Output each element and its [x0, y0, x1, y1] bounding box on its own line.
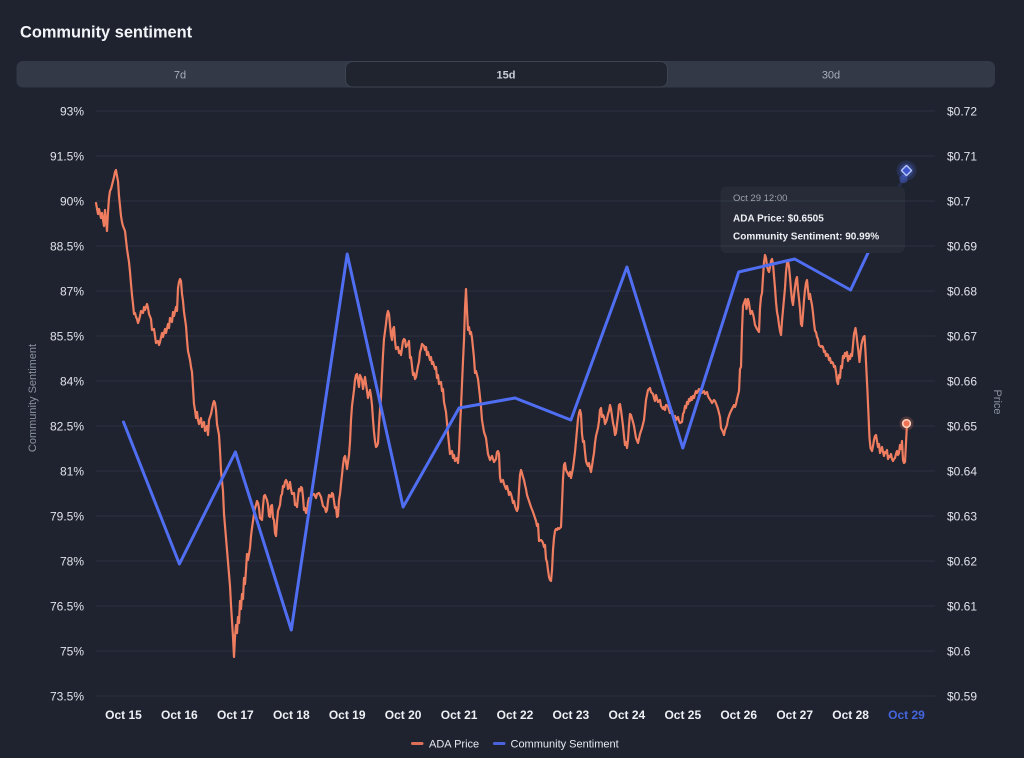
svg-text:82.5%: 82.5%	[50, 420, 84, 434]
svg-text:$0.7: $0.7	[947, 195, 971, 209]
svg-text:Oct 26: Oct 26	[720, 708, 757, 722]
svg-text:78%: 78%	[60, 555, 84, 569]
svg-text:93%: 93%	[60, 105, 84, 119]
svg-text:$0.6: $0.6	[947, 645, 971, 659]
svg-text:$0.61: $0.61	[947, 600, 977, 614]
svg-text:ADA Price: $0.6505: ADA Price: $0.6505	[733, 213, 824, 224]
svg-text:$0.66: $0.66	[947, 375, 977, 389]
svg-text:81%: 81%	[60, 465, 84, 479]
svg-text:Oct 21: Oct 21	[441, 708, 478, 722]
svg-text:15d: 15d	[497, 69, 516, 81]
svg-text:79.5%: 79.5%	[50, 510, 84, 524]
svg-text:Oct 25: Oct 25	[664, 708, 701, 722]
svg-text:ADA Price: ADA Price	[429, 739, 479, 751]
svg-text:$0.72: $0.72	[947, 105, 977, 119]
svg-text:Oct 29 12:00: Oct 29 12:00	[733, 193, 787, 204]
svg-text:85.5%: 85.5%	[50, 330, 84, 344]
svg-text:Price: Price	[991, 389, 1003, 414]
svg-text:Oct 23: Oct 23	[553, 708, 590, 722]
svg-text:7d: 7d	[174, 69, 186, 81]
svg-text:Community sentiment: Community sentiment	[20, 24, 193, 42]
svg-text:Community Sentiment: 90.99%: Community Sentiment: 90.99%	[733, 232, 879, 243]
svg-text:Community Sentiment: Community Sentiment	[511, 739, 619, 751]
svg-text:Oct 20: Oct 20	[385, 708, 422, 722]
svg-text:30d: 30d	[822, 69, 840, 81]
svg-text:73.5%: 73.5%	[50, 690, 84, 704]
svg-text:Oct 22: Oct 22	[497, 708, 534, 722]
svg-text:$0.62: $0.62	[947, 555, 977, 569]
svg-text:$0.68: $0.68	[947, 285, 977, 299]
svg-text:84%: 84%	[60, 375, 84, 389]
svg-text:Oct 16: Oct 16	[161, 708, 198, 722]
svg-text:Community Sentiment: Community Sentiment	[27, 344, 39, 452]
svg-text:$0.69: $0.69	[947, 240, 977, 254]
svg-text:$0.63: $0.63	[947, 510, 977, 524]
svg-text:Oct 15: Oct 15	[105, 708, 142, 722]
svg-text:Oct 27: Oct 27	[776, 708, 813, 722]
svg-text:Oct 24: Oct 24	[609, 708, 646, 722]
svg-text:76.5%: 76.5%	[50, 600, 84, 614]
svg-text:$0.59: $0.59	[947, 690, 977, 704]
svg-text:Oct 17: Oct 17	[217, 708, 254, 722]
svg-text:90%: 90%	[60, 195, 84, 209]
svg-text:$0.71: $0.71	[947, 150, 977, 164]
svg-text:Oct 28: Oct 28	[832, 708, 869, 722]
svg-text:75%: 75%	[60, 645, 84, 659]
svg-text:Oct 19: Oct 19	[329, 708, 366, 722]
svg-text:88.5%: 88.5%	[50, 240, 84, 254]
svg-text:91.5%: 91.5%	[50, 150, 84, 164]
svg-text:Oct 29: Oct 29	[888, 708, 925, 722]
svg-text:Oct 18: Oct 18	[273, 708, 310, 722]
svg-text:$0.65: $0.65	[947, 420, 977, 434]
svg-text:$0.67: $0.67	[947, 330, 977, 344]
svg-text:$0.64: $0.64	[947, 465, 977, 479]
svg-text:87%: 87%	[60, 285, 84, 299]
